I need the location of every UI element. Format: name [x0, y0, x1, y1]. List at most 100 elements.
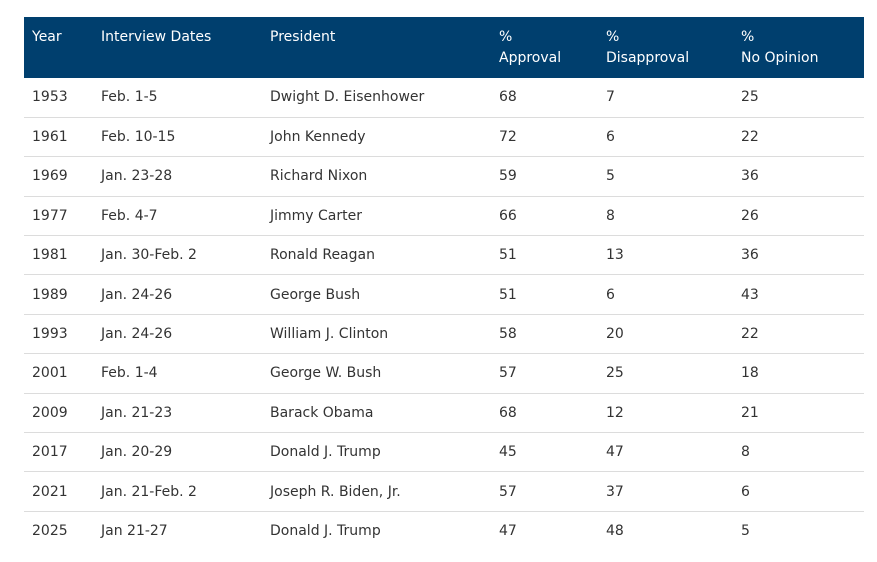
cell-no-opinion: 36	[741, 247, 759, 264]
cell-approval: 57	[499, 483, 517, 500]
cell-dates: Jan. 30-Feb. 2	[101, 247, 197, 264]
table-row: 2017 Jan. 20-29 Donald J. Trump 45 47 8	[24, 433, 864, 472]
table-row: 2001 Feb. 1-4 George W. Bush 57 25 18	[24, 354, 864, 394]
header-approval: % Approval	[499, 17, 606, 78]
cell-approval: 51	[499, 286, 517, 303]
cell-no-opinion: 25	[741, 89, 759, 106]
table-row: 1969 Jan. 23-28 Richard Nixon 59 5 36	[24, 157, 864, 197]
table-row: 2025 Jan 21-27 Donald J. Trump 47 48 5	[24, 511, 864, 550]
cell-approval: 66	[499, 207, 517, 224]
header-year-label: Year	[32, 29, 62, 45]
cell-year: 2009	[32, 404, 68, 421]
cell-president: William J. Clinton	[270, 326, 389, 343]
cell-disapproval: 47	[606, 444, 624, 461]
cell-disapproval: 8	[606, 207, 615, 224]
cell-approval: 58	[499, 326, 517, 343]
header-interview-dates: Interview Dates	[101, 17, 270, 78]
cell-no-opinion: 8	[741, 444, 750, 461]
table-row: 1961 Feb. 10-15 John Kennedy 72 6 22	[24, 117, 864, 157]
cell-dates: Feb. 1-5	[101, 89, 158, 106]
table-row: 1953 Feb. 1-5 Dwight D. Eisenhower 68 7 …	[24, 78, 864, 118]
cell-no-opinion: 18	[741, 365, 759, 382]
cell-disapproval: 20	[606, 326, 624, 343]
header-approval-label: Approval	[499, 50, 562, 66]
cell-year: 1961	[32, 129, 68, 146]
cell-disapproval: 25	[606, 365, 624, 382]
cell-no-opinion: 22	[741, 129, 759, 146]
cell-disapproval: 7	[606, 89, 615, 106]
cell-president: George W. Bush	[270, 365, 382, 382]
cell-president: Dwight D. Eisenhower	[270, 89, 425, 106]
cell-dates: Jan. 24-26	[101, 286, 173, 303]
cell-year: 1977	[32, 207, 68, 224]
cell-year: 1969	[32, 168, 68, 185]
table-row: 1993 Jan. 24-26 William J. Clinton 58 20…	[24, 314, 864, 354]
cell-president: Richard Nixon	[270, 168, 368, 185]
header-disapproval-label: Disapproval	[606, 50, 690, 66]
cell-president: John Kennedy	[270, 129, 366, 146]
cell-disapproval: 5	[606, 168, 615, 185]
cell-approval: 68	[499, 404, 517, 421]
cell-dates: Jan. 20-29	[101, 444, 173, 461]
approval-table-container: Year Interview Dates President % Approva…	[24, 17, 864, 551]
header-row: Year Interview Dates President % Approva…	[24, 17, 864, 78]
cell-dates: Jan. 23-28	[101, 168, 173, 185]
table-header: Year Interview Dates President % Approva…	[24, 17, 864, 78]
table-row: 1989 Jan. 24-26 George Bush 51 6 43	[24, 275, 864, 315]
cell-dates: Jan. 24-26	[101, 326, 173, 343]
cell-approval: 47	[499, 523, 517, 540]
header-no-opinion-percent: %	[741, 29, 755, 45]
cell-no-opinion: 21	[741, 404, 759, 421]
cell-president: Ronald Reagan	[270, 247, 375, 264]
cell-disapproval: 6	[606, 129, 615, 146]
cell-president: Donald J. Trump	[270, 444, 381, 461]
table-row: 2021 Jan. 21-Feb. 2 Joseph R. Biden, Jr.…	[24, 472, 864, 512]
cell-dates: Feb. 4-7	[101, 207, 158, 224]
cell-year: 1993	[32, 326, 68, 343]
cell-approval: 68	[499, 89, 517, 106]
cell-year: 2021	[32, 483, 68, 500]
cell-president: Donald J. Trump	[270, 523, 381, 540]
header-disapproval: % Disapproval	[606, 17, 741, 78]
cell-no-opinion: 43	[741, 286, 759, 303]
header-approval-percent: %	[499, 29, 513, 45]
header-dates-label: Interview Dates	[101, 29, 212, 45]
table-row: 1981 Jan. 30-Feb. 2 Ronald Reagan 51 13 …	[24, 236, 864, 275]
cell-disapproval: 37	[606, 483, 624, 500]
cell-approval: 57	[499, 365, 517, 382]
cell-dates: Jan 21-27	[101, 523, 168, 540]
cell-approval: 51	[499, 247, 517, 264]
cell-no-opinion: 5	[741, 523, 750, 540]
header-no-opinion-label: No Opinion	[741, 50, 819, 66]
cell-year: 1953	[32, 89, 68, 106]
header-president-label: President	[270, 29, 336, 45]
cell-year: 1981	[32, 247, 68, 264]
cell-year: 1989	[32, 286, 68, 303]
cell-approval: 59	[499, 168, 517, 185]
cell-president: Barack Obama	[270, 404, 374, 421]
cell-dates: Feb. 1-4	[101, 365, 158, 382]
table-row: 2009 Jan. 21-23 Barack Obama 68 12 21	[24, 393, 864, 433]
cell-dates: Feb. 10-15	[101, 129, 176, 146]
header-no-opinion: % No Opinion	[741, 17, 864, 78]
cell-dates: Jan. 21-23	[101, 404, 173, 421]
table-row: 1977 Feb. 4-7 Jimmy Carter 66 8 26	[24, 196, 864, 236]
cell-disapproval: 48	[606, 523, 624, 540]
table-body: 1953 Feb. 1-5 Dwight D. Eisenhower 68 7 …	[24, 78, 864, 551]
approval-table: Year Interview Dates President % Approva…	[24, 17, 864, 551]
cell-president: Joseph R. Biden, Jr.	[270, 483, 401, 500]
cell-disapproval: 13	[606, 247, 624, 264]
cell-approval: 72	[499, 129, 517, 146]
cell-dates: Jan. 21-Feb. 2	[101, 483, 197, 500]
cell-president: Jimmy Carter	[270, 207, 362, 224]
cell-disapproval: 6	[606, 286, 615, 303]
cell-no-opinion: 36	[741, 168, 759, 185]
cell-year: 2025	[32, 523, 68, 540]
cell-disapproval: 12	[606, 404, 624, 421]
cell-no-opinion: 22	[741, 326, 759, 343]
cell-no-opinion: 26	[741, 207, 759, 224]
cell-no-opinion: 6	[741, 483, 750, 500]
cell-approval: 45	[499, 444, 517, 461]
header-year: Year	[24, 17, 101, 78]
cell-year: 2001	[32, 365, 68, 382]
